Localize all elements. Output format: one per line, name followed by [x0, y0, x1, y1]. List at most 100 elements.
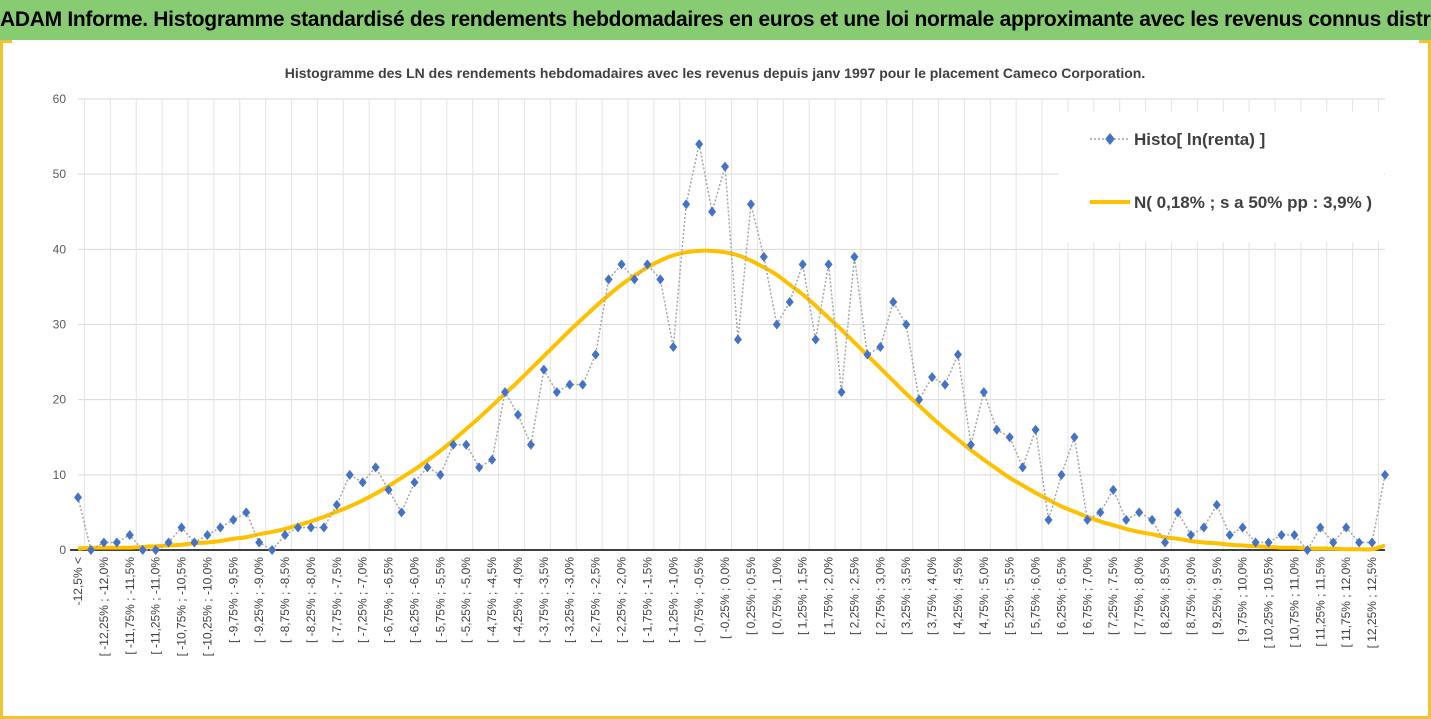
histo-point	[591, 349, 600, 360]
x-tick-label: [ -4,25% ; -4,0%	[511, 557, 525, 643]
x-tick-label: [ -11,75% ; -11,5%	[123, 557, 137, 655]
histo-point	[345, 469, 354, 480]
histo-point	[501, 387, 510, 398]
histo-point	[876, 342, 885, 353]
histo-point	[1057, 469, 1066, 480]
x-tick-label: [ -0,75% ; -0,5%	[692, 557, 706, 643]
legend-histo-marker	[1105, 133, 1115, 145]
x-tick-label: [ -2,25% ; -2,0%	[615, 557, 629, 643]
x-tick-label: [ 7,25% ; 7,5%	[1106, 557, 1120, 635]
histo-point	[1238, 522, 1247, 533]
x-tick-label: [ -10,25% ; -10,0%	[200, 557, 214, 657]
histo-point	[268, 545, 277, 555]
histo-point	[1096, 507, 1105, 518]
histo-point	[1148, 514, 1157, 525]
grid-lines	[78, 98, 1385, 551]
histo-point	[1264, 537, 1273, 548]
x-tick-label: [ 11,25% ; 11,5%	[1313, 557, 1327, 647]
histo-point	[229, 514, 238, 525]
histo-point	[889, 296, 898, 307]
x-tick-label: [ -12,25% ; -12,0%	[97, 557, 111, 657]
histo-point	[1070, 432, 1079, 443]
histo-point	[850, 251, 859, 262]
histo-point	[656, 274, 665, 285]
histo-point	[565, 379, 574, 390]
histo-point	[966, 439, 975, 450]
y-tick-label: 20	[53, 393, 67, 407]
histo-point	[397, 507, 406, 518]
histo-point	[708, 206, 717, 217]
x-tick-label: [ 5,25% ; 5,5%	[1003, 557, 1017, 635]
histo-point	[488, 454, 497, 465]
x-tick-label: [ 7,75% ; 8,0%	[1132, 557, 1146, 635]
histo-point	[1329, 537, 1338, 548]
histo-point	[746, 199, 755, 210]
x-tick-label: [ 3,75% ; 4,0%	[925, 557, 939, 635]
histo-point	[151, 545, 160, 555]
x-tick-label: [ 3,25% ; 3,5%	[899, 557, 913, 635]
report-banner: ADAM Informe. Histogramme standardisé de…	[0, 0, 1431, 40]
histo-point	[759, 251, 768, 262]
x-tick-label: [ -5,75% ; -5,5%	[433, 557, 447, 643]
histo-point	[643, 259, 652, 270]
histo-point	[138, 545, 147, 555]
histo-point	[992, 424, 1001, 435]
x-tick-label: [ -8,75% ; -8,5%	[278, 557, 292, 643]
histo-point	[721, 161, 730, 172]
histo-point	[1161, 537, 1170, 548]
histo-point	[824, 259, 833, 270]
histo-point	[785, 296, 794, 307]
histo-point	[255, 537, 264, 548]
histo-point	[203, 529, 212, 540]
histo-point	[242, 507, 251, 518]
histo-point	[74, 492, 82, 503]
y-tick-label: 60	[53, 92, 67, 106]
histo-point	[1303, 545, 1312, 555]
histo-point	[669, 342, 678, 353]
histo-point	[1173, 507, 1182, 518]
x-tick-label: [ 2,75% ; 3,0%	[873, 557, 887, 635]
x-tick-label: [ -7,75% ; -7,5%	[330, 557, 344, 643]
chart-legend: Histo[ ln(renta) ] N( 0,18% ; s a 50% pp …	[1058, 112, 1384, 242]
histo-point	[1342, 522, 1351, 533]
histo-point	[733, 334, 742, 345]
histo-point	[1251, 537, 1260, 548]
x-tick-label: [ 6,75% ; 7,0%	[1080, 557, 1094, 635]
histo-point	[1381, 469, 1389, 480]
x-axis: -12,5% < [ -12,25% ; -12,0% [ -11,75% ; -1…	[70, 549, 1385, 657]
x-tick-label: [ -11,25% ; -11,0%	[149, 557, 163, 655]
histo-point	[281, 529, 290, 540]
x-tick-label: [ 2,25% ; 2,5%	[847, 557, 861, 635]
x-tick-label: [ 9,75% ; 10,0%	[1236, 557, 1250, 642]
histo-point	[578, 379, 587, 390]
histo-point	[358, 477, 367, 488]
x-tick-label: [ -3,75% ; -3,5%	[537, 557, 551, 643]
histo-point	[449, 439, 458, 450]
histo-point	[475, 462, 484, 473]
x-tick-label: [ -1,25% ; -1,0%	[666, 557, 680, 643]
histo-point	[177, 522, 186, 533]
x-tick-label: [ -9,75% ; -9,5%	[226, 557, 240, 643]
x-tick-label: [ 10,25% ; 10,5%	[1262, 557, 1276, 649]
x-tick-label: [ 10,75% ; 11,0%	[1287, 557, 1301, 648]
histo-point	[1186, 529, 1195, 540]
histo-point	[1031, 424, 1040, 435]
histo-point	[125, 529, 134, 540]
histo-point	[513, 409, 522, 420]
x-tick-label: [ 11,75% ; 12,0%	[1339, 557, 1353, 648]
histo-point	[1005, 432, 1014, 443]
report-title: ADAM Informe. Histogramme standardisé de…	[0, 8, 1431, 31]
histo-point	[1316, 522, 1325, 533]
histo-point	[319, 522, 328, 533]
histo-point	[941, 379, 950, 390]
histo-point	[539, 364, 548, 375]
histo-point	[604, 274, 613, 285]
x-tick-label: [ -1,75% ; -1,5%	[640, 557, 654, 643]
histo-point	[1355, 537, 1364, 548]
histo-point	[1290, 529, 1299, 540]
legend-normal-label: N( 0,18% ; s a 50% pp : 3,9% )	[1134, 193, 1372, 212]
histo-point	[436, 469, 445, 480]
x-tick-label: [ 1,25% ; 1,5%	[796, 557, 810, 635]
frame-corner-left	[0, 40, 12, 43]
